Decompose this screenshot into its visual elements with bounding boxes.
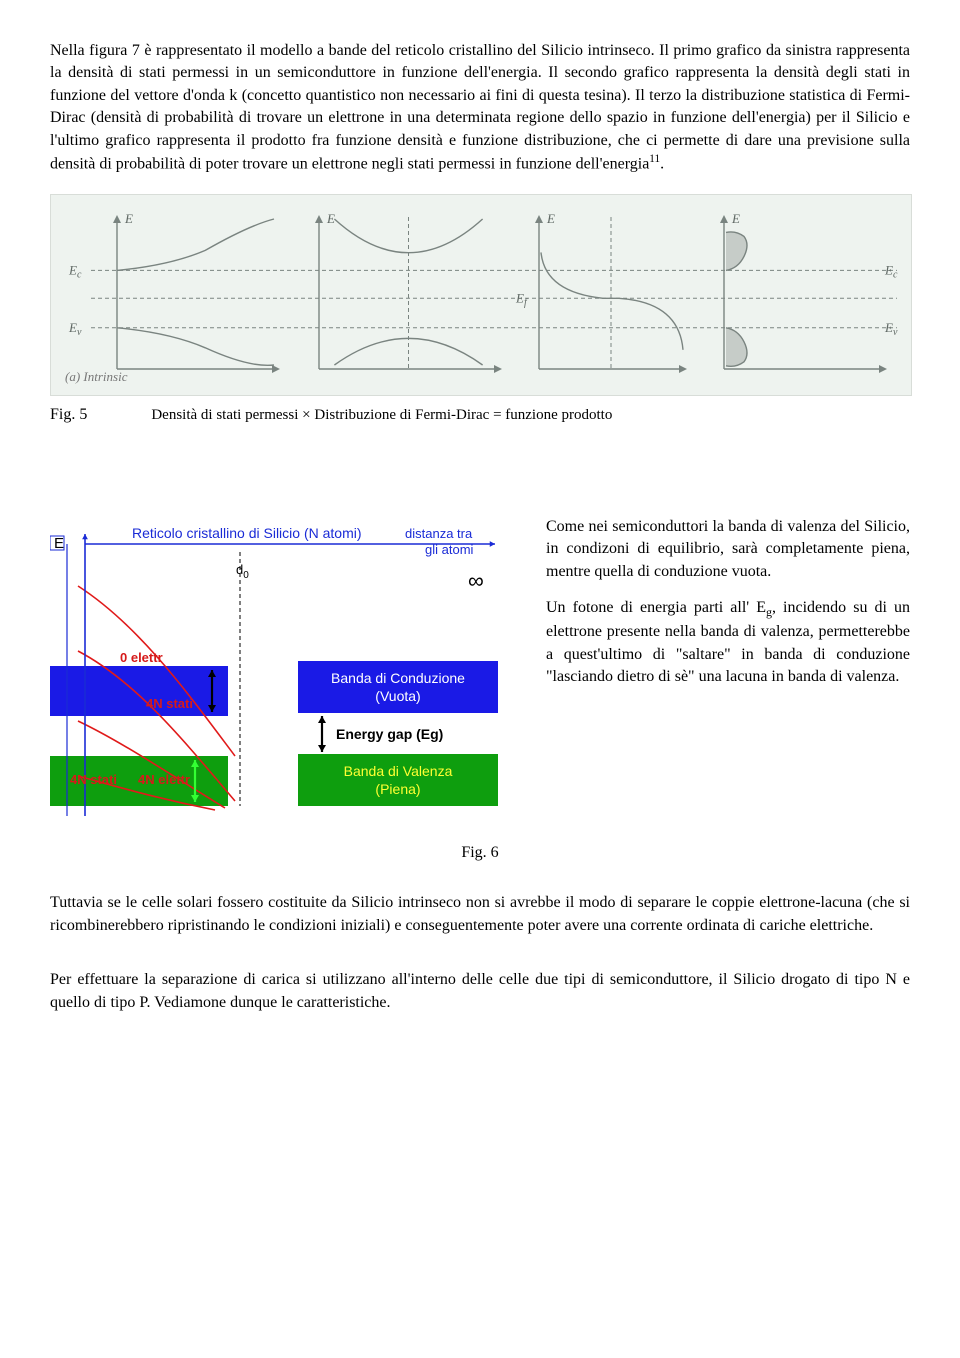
svg-text:E: E: [326, 213, 335, 226]
svg-text:Ef: Ef: [515, 290, 528, 308]
svg-text:∞: ∞: [468, 568, 484, 593]
para-1-text: Nella figura 7 è rappresentato il modell…: [50, 42, 910, 172]
para-1-tail: .: [660, 155, 664, 172]
svg-text:0 elettr: 0 elettr: [120, 650, 163, 665]
svg-text:distanza tra: distanza tra: [405, 526, 473, 541]
svg-text:Ec: Ec: [68, 262, 82, 280]
figure-6-image: E Reticolo cristallino di Silicio (N atom…: [50, 516, 520, 836]
figure-5-label: Fig. 5: [50, 406, 87, 423]
svg-text:d0: d0: [236, 562, 249, 581]
svg-text:Reticolo cristallino di Silici: Reticolo cristallino di Silicio (N atomi…: [132, 525, 362, 541]
figure-5-caption: Densità di stati permessi × Distribuzion…: [151, 407, 612, 423]
svg-text:Banda di Conduzione: Banda di Conduzione: [331, 670, 465, 686]
right-text-column: Come nei semiconduttori la banda di vale…: [546, 516, 910, 702]
svg-text:4N stati: 4N stati: [70, 772, 117, 787]
para-1: Nella figura 7 è rappresentato il modell…: [50, 40, 910, 176]
two-column-block: E Reticolo cristallino di Silicio (N atom…: [50, 516, 910, 836]
figure-6-container: E Reticolo cristallino di Silicio (N atom…: [50, 516, 520, 836]
figure-5-image: (a) Intrinsic EcEvEcEvEfEEEE: [50, 194, 912, 396]
svg-text:4N stati: 4N stati: [146, 696, 193, 711]
svg-text:(Piena): (Piena): [375, 781, 420, 797]
para-1-sup: 11: [649, 153, 660, 165]
svg-text:gli atomi: gli atomi: [425, 542, 474, 557]
svg-text:E: E: [54, 535, 64, 552]
right-para-1: Come nei semiconduttori la banda di vale…: [546, 516, 910, 583]
svg-text:E: E: [546, 213, 555, 226]
para-2: Tuttavia se le celle solari fossero cost…: [50, 892, 910, 937]
right-para-2a: Un fotone di energia parti all' E: [546, 599, 766, 616]
svg-text:Energy gap (Eg): Energy gap (Eg): [336, 726, 443, 742]
svg-text:Ev: Ev: [68, 319, 82, 337]
para-3: Per effettuare la separazione di carica …: [50, 969, 910, 1014]
svg-text:E: E: [731, 213, 740, 226]
svg-text:E: E: [124, 213, 133, 226]
figure-6-caption: Fig. 6: [50, 842, 910, 864]
svg-text:Banda di Valenza: Banda di Valenza: [344, 763, 453, 779]
svg-text:4N elettr: 4N elettr: [138, 772, 190, 787]
figure-5-caption-row: Fig. 5 Densità di stati permessi × Distr…: [50, 404, 910, 426]
svg-text:(Vuota): (Vuota): [375, 688, 420, 704]
right-para-2: Un fotone di energia parti all' Eg, inci…: [546, 597, 910, 688]
